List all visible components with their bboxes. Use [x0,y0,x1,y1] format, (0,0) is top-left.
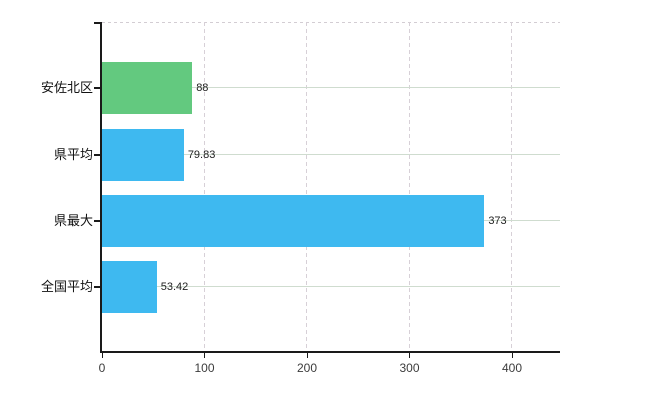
y-axis-top-tick [94,22,100,24]
x-axis-tick [204,353,205,358]
bar-value-label: 373 [488,215,507,228]
x-axis-tick [306,353,308,358]
x-tick-label: 300 [399,361,420,375]
y-axis-tick [94,153,100,156]
x-tick-label: 400 [501,361,523,375]
x-axis-tick [409,353,410,358]
category-label: 全国平均 [40,279,93,295]
vertical-gridline [306,22,307,351]
x-axis-tick [511,353,513,358]
horizontal-gridline [102,153,560,155]
category-label: 県最大 [53,213,93,229]
horizontal-gridline [102,286,560,288]
x-tick-label: 200 [296,361,318,375]
x-axis-tick [101,353,103,358]
bar-1 [102,62,193,115]
bar-value-label: 88 [196,82,209,95]
bar-3 [102,195,485,248]
category-label: 県平均 [53,146,93,162]
bar-value-label: 79.83 [187,148,216,161]
vertical-gridline [511,22,512,351]
bar-value-label: 53.42 [160,281,189,294]
vertical-gridline [203,22,205,351]
vertical-gridline [408,22,410,351]
y-axis-tick [94,87,100,90]
plot-area: 88 79.83 373 53.42 [100,22,560,358]
category-label: 安佐北区 [40,80,93,96]
y-axis-tick [94,286,100,289]
plot-top-border [102,22,560,23]
x-tick-label: 100 [194,361,215,375]
bar-2 [102,128,184,181]
bar-4 [102,261,157,314]
horizontal-gridline [102,87,560,89]
y-axis-tick [94,220,100,223]
x-tick-label: 0 [98,361,106,375]
